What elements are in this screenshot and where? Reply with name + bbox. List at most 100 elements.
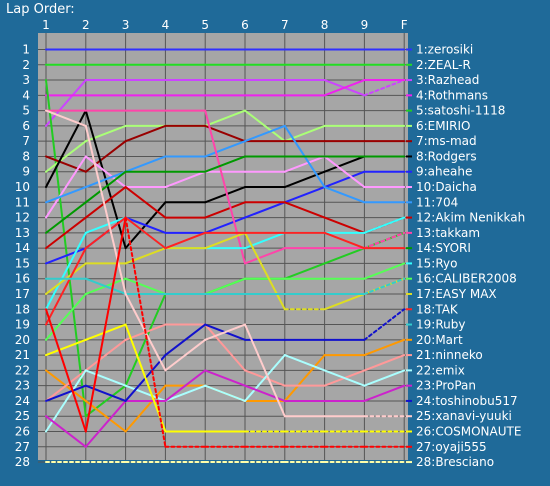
series-segment <box>204 384 246 402</box>
series-segment <box>204 124 246 143</box>
series-segment <box>45 109 87 127</box>
x-tick-label: 8 <box>321 18 329 32</box>
legend-entry: 21:ninneko <box>416 348 483 362</box>
series-segment <box>45 201 87 234</box>
series-segment <box>323 231 366 250</box>
x-tick-label: 3 <box>122 18 130 32</box>
y-tick-label: 18 <box>15 302 30 316</box>
series-segment <box>244 124 286 143</box>
y-tick-label: 19 <box>15 318 30 332</box>
series-segment <box>204 216 246 234</box>
series-segment <box>124 277 167 295</box>
series-line <box>45 369 406 448</box>
y-tick-label: 27 <box>15 440 30 454</box>
legend-entry: 1:zerosiki <box>416 43 473 57</box>
series-segment <box>45 384 87 402</box>
y-tick-label: 4 <box>22 88 30 102</box>
series-segment <box>84 338 127 372</box>
series-segment <box>84 399 127 433</box>
series-segment <box>283 170 326 189</box>
series-segment <box>244 384 286 402</box>
series-segment <box>283 155 326 173</box>
series-segment <box>45 308 87 433</box>
legend-entry: 19:Ruby <box>416 318 465 332</box>
series-segment <box>84 216 127 433</box>
series-segment <box>283 201 326 219</box>
y-tick-label: 17 <box>15 287 30 301</box>
y-tick-label: 6 <box>22 119 30 133</box>
y-tick-label: 1 <box>22 43 30 57</box>
legend-entry: 8:Rodgers <box>416 149 477 163</box>
series-segment <box>204 109 246 265</box>
legend-entry: 17:EASY MAX <box>416 287 497 301</box>
series-segment <box>45 186 87 204</box>
series-segment <box>363 354 406 372</box>
series-segment <box>84 399 127 448</box>
plot-area <box>38 33 408 460</box>
series-segment <box>204 369 246 387</box>
series-segment <box>283 262 326 280</box>
series-segment <box>204 231 246 250</box>
legend-entry: 23:ProPan <box>416 379 476 393</box>
series-segment <box>283 354 326 402</box>
series-segment <box>164 384 207 402</box>
series-segment <box>164 323 207 357</box>
series-segment <box>363 384 406 402</box>
x-tick-label: 7 <box>281 18 289 32</box>
series-segment <box>124 216 167 234</box>
y-tick-label: 25 <box>15 409 30 423</box>
series-segment <box>283 186 326 204</box>
series-segment <box>84 170 127 189</box>
y-tick-label: 10 <box>15 180 30 194</box>
series-segment <box>204 277 246 295</box>
series-segment <box>323 292 366 311</box>
series-segment <box>244 247 286 265</box>
legend-entry: 2:ZEAL-R <box>416 58 471 72</box>
series-segment <box>45 79 87 127</box>
legend-entry: 12:Akim Nenikkah <box>416 211 525 225</box>
series-segment <box>363 79 406 97</box>
series-segment <box>363 277 406 295</box>
chart-title: Lap Order: <box>6 2 75 17</box>
series-line <box>45 124 406 173</box>
series-line <box>45 186 406 250</box>
series-segment <box>84 124 127 295</box>
y-tick-label: 7 <box>22 134 30 148</box>
series-segment <box>124 384 167 433</box>
series-segment <box>204 323 246 372</box>
series-segment <box>45 247 87 265</box>
x-tick-label: 6 <box>241 18 249 32</box>
series-segment <box>124 124 167 143</box>
series-segment <box>323 247 366 265</box>
series-segment <box>204 186 246 204</box>
series-segment <box>244 201 286 219</box>
x-tick-label: 9 <box>361 18 369 32</box>
y-tick-label: 5 <box>22 104 30 118</box>
series-segment <box>204 201 246 219</box>
series-segment <box>84 277 127 295</box>
series-segment <box>164 231 207 250</box>
legend-entry: 5:satoshi-1118 <box>416 104 505 118</box>
y-tick-label: 13 <box>15 226 30 240</box>
legend-entry: 16:CALIBER2008 <box>416 272 517 286</box>
series-segment <box>204 109 246 127</box>
series-segment <box>323 369 366 387</box>
series-segment <box>283 354 326 372</box>
series-line <box>45 79 406 127</box>
y-tick-label: 28 <box>15 455 30 469</box>
series-segment <box>363 231 406 250</box>
series-segment <box>323 79 366 97</box>
series-line <box>45 308 406 402</box>
legend-entry: 7:ms-mad <box>416 134 477 148</box>
series-segment <box>244 231 286 311</box>
y-tick-label: 3 <box>22 73 30 87</box>
series-line <box>45 109 406 173</box>
legend-entry: 10:Daicha <box>416 180 477 194</box>
legend-entry: 6:EMIRIO <box>416 119 470 133</box>
legend-entry: 14:SYORI <box>416 241 471 255</box>
series-segment <box>204 155 246 173</box>
series-segment <box>84 369 127 387</box>
legend-entry: 15:Ryo <box>416 256 457 270</box>
series-segment <box>45 231 87 311</box>
